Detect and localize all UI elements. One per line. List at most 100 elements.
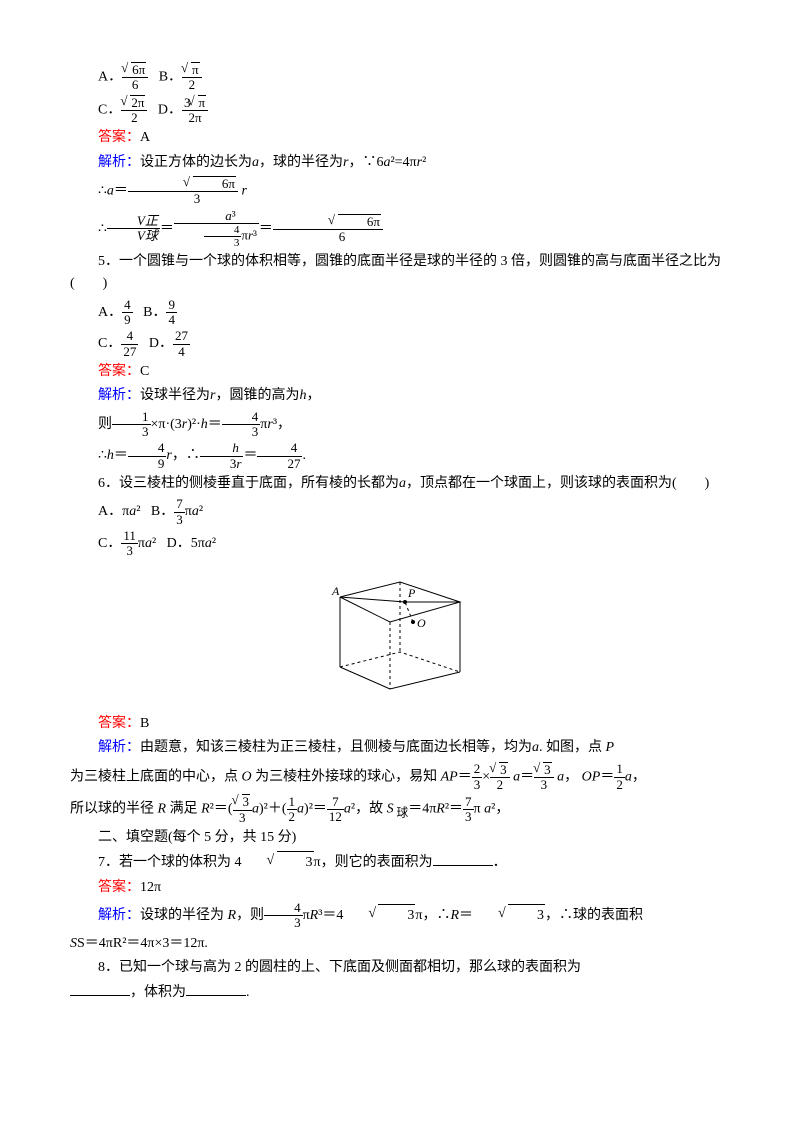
q6-sol2c: 为三棱柱外接球的球心，易知 bbox=[255, 769, 437, 784]
d1: 3 bbox=[472, 778, 483, 792]
q4-answer: 答案：A bbox=[70, 127, 730, 149]
q5-stem-text: 一个圆锥与一个球的体积相等，圆锥的底面半径是球的半径的 3 倍，则圆锥的高与底面… bbox=[70, 254, 721, 291]
q7-stem1: 若一个球的体积为 4 bbox=[119, 855, 242, 870]
q6cn: 11 bbox=[121, 529, 138, 544]
q5-f49: 49 bbox=[128, 441, 167, 471]
q7-stem3: ． bbox=[493, 855, 507, 870]
q4-sol1d: ²=4π bbox=[390, 155, 416, 170]
q7-R3: R bbox=[450, 908, 459, 923]
q5-h2: h bbox=[201, 417, 208, 432]
q6bd: 3 bbox=[174, 513, 185, 527]
q4-sol-line3: ∴V正V球＝a³43πr³＝6π6 bbox=[70, 209, 730, 249]
q5-optD-frac: 274 bbox=[173, 329, 190, 359]
q4-vratio: V正V球 bbox=[107, 214, 160, 244]
q5an: 4 bbox=[122, 298, 133, 313]
q4-sol1e: ² bbox=[422, 155, 426, 170]
q5-sol3a: ∴ bbox=[98, 448, 107, 463]
q6-sol3i: ²，故 bbox=[351, 802, 383, 817]
q5-optB: B． bbox=[143, 305, 166, 320]
q7n: 4 bbox=[264, 901, 303, 916]
q5-sol2d: ＝ bbox=[208, 417, 222, 432]
q6-sol-label: 解析： bbox=[98, 740, 140, 755]
d6: 3 bbox=[463, 810, 474, 824]
q7-sol1: 解析：设球的半径为 R，则43πR³＝43π，∴R＝3，∴球的表面积 bbox=[70, 901, 730, 931]
q4-optD-label: D． bbox=[158, 102, 182, 117]
q4-optB-frac: π2 bbox=[182, 62, 202, 93]
q4-sol-line2: ∴a＝6π3 r bbox=[70, 176, 730, 207]
q7-R2: R bbox=[310, 908, 319, 923]
q6-optD: D．5π bbox=[167, 536, 205, 551]
q6-sol3f: ²＋ bbox=[264, 802, 282, 817]
q5-optB-frac: 94 bbox=[166, 298, 177, 328]
q5-f427: 427 bbox=[257, 441, 302, 471]
q5-sol1c: ， bbox=[306, 388, 320, 403]
n1: 2 bbox=[472, 762, 483, 777]
q5cn: 4 bbox=[121, 329, 138, 344]
q8-stem2: ，体积为 bbox=[130, 985, 186, 1000]
q4-sol2a: ∴ bbox=[98, 183, 107, 198]
q6-sol2m: a bbox=[625, 769, 632, 784]
q5-optD: D． bbox=[149, 336, 173, 351]
q6-optsAB: A．πa² B．73πa² bbox=[70, 497, 730, 527]
q4-bigfrac: a³43πr³ bbox=[174, 209, 259, 249]
q5-sol2: 则13×π·(3r)²·h＝43πr³， bbox=[70, 410, 730, 440]
q4-resfrac: 6π6 bbox=[273, 214, 383, 245]
q6-optB: B． bbox=[151, 504, 174, 519]
n4: 1 bbox=[614, 762, 625, 777]
q6-optC-frac: 113 bbox=[121, 529, 138, 559]
q6-f12: 12 bbox=[614, 762, 625, 792]
q6-answer: 答案：B bbox=[70, 713, 730, 735]
fig-label-P: P bbox=[407, 586, 416, 600]
q6-sol2n: ， bbox=[632, 769, 646, 784]
q6-sol3h: a bbox=[344, 802, 351, 817]
q7-sol1c: ，则 bbox=[236, 908, 264, 923]
q6-a4: a bbox=[145, 536, 152, 551]
q5-num: 5． bbox=[98, 254, 119, 269]
q6-sol2e: ＝ bbox=[458, 769, 472, 784]
q7-answer: 答案：12π bbox=[70, 877, 730, 899]
q7-sqrt3c: 3 bbox=[473, 904, 545, 927]
q5-sol3c: ，∴ bbox=[172, 448, 200, 463]
q4-optA-label: A． bbox=[98, 70, 122, 85]
q6-ans-value: B bbox=[140, 716, 149, 731]
q5-optC-frac: 427 bbox=[121, 329, 138, 359]
q4-eq2: ＝ bbox=[259, 221, 273, 236]
fig-label-A: A bbox=[331, 584, 340, 598]
q6-optsCD: C．113πa² D．5πa² bbox=[70, 529, 730, 559]
q6-sol1: 解析：由题意，知该三棱柱为正三棱柱，且侧棱与底面边长相等，均为a. 如图，点 P bbox=[70, 737, 730, 759]
q6-R2: R bbox=[198, 802, 210, 817]
q5dn: 27 bbox=[173, 329, 190, 344]
q4-optC-label: C． bbox=[98, 102, 121, 117]
vbot: V球 bbox=[137, 228, 158, 243]
q4-sol-label: 解析： bbox=[98, 155, 140, 170]
q5-sol2c: )²· bbox=[187, 417, 201, 432]
q6-fs32: 32 bbox=[490, 762, 510, 793]
q4-var-r3: r bbox=[242, 183, 247, 198]
q6-sol2g: a bbox=[510, 769, 521, 784]
q5-fh3r: h3r bbox=[200, 441, 244, 471]
q5-f13: 13 bbox=[112, 410, 151, 440]
q6-sol2j: ， bbox=[564, 769, 578, 784]
q8-blank1[interactable] bbox=[70, 981, 130, 996]
q6-sol3o: π bbox=[474, 802, 481, 817]
q4-sol1b: ，球的半径为 bbox=[259, 155, 343, 170]
q5-stem: 5．一个圆锥与一个球的体积相等，圆锥的底面半径是球的半径的 3 倍，则圆锥的高与… bbox=[70, 251, 730, 296]
q6-ans-label: 答案： bbox=[98, 716, 140, 731]
q6bn: 7 bbox=[174, 497, 185, 512]
q5-optC: C． bbox=[98, 336, 121, 351]
q7-sol2: SS＝4πR²＝4π×3＝12π. bbox=[70, 933, 730, 955]
q5-sol2b: ×π·(3 bbox=[151, 417, 182, 432]
q8-stem: 8．已知一个球与高为 2 的圆柱的上、下底面及侧面都相切，那么球的表面积为 bbox=[70, 957, 730, 979]
q7-blank[interactable] bbox=[433, 851, 493, 866]
q6-optA: A．π bbox=[98, 504, 129, 519]
q5-f43: 43 bbox=[222, 410, 261, 440]
q8-blank2[interactable] bbox=[186, 981, 246, 996]
q6-stem1: 设三棱柱的侧棱垂直于底面，所有棱的长都为 bbox=[119, 476, 399, 491]
q6-sol2l: ＝ bbox=[600, 769, 614, 784]
q5-opts-ab: A．49 B．94 bbox=[70, 298, 730, 328]
q8-num: 8． bbox=[98, 960, 119, 975]
q5dd: 4 bbox=[173, 345, 190, 359]
q7-sol1d: π bbox=[303, 908, 310, 923]
q5-optA-frac: 49 bbox=[122, 298, 133, 328]
q4-sol-frac1: 6π3 bbox=[128, 176, 238, 207]
